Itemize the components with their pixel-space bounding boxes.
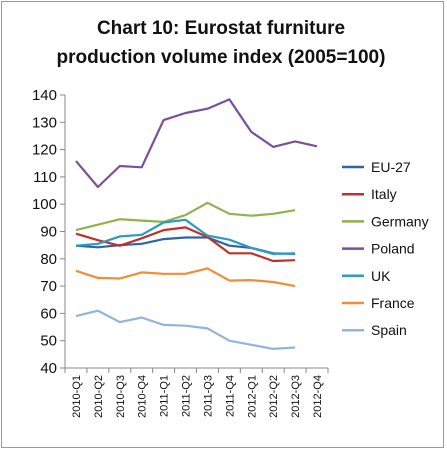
series-line-poland xyxy=(75,98,318,189)
series-lines xyxy=(75,98,318,350)
y-tick-label: 60 xyxy=(40,305,57,322)
y-tick-label: 100 xyxy=(32,196,57,213)
y-tick-label: 70 xyxy=(40,278,57,295)
x-tick-label: 2012-Q4 xyxy=(312,375,324,418)
x-tick-label: 2012-Q1 xyxy=(246,375,258,418)
legend-entry: France xyxy=(371,295,415,311)
x-tick-label: 2012-Q2 xyxy=(268,375,280,418)
tick-labels: 40 50 60 70 80 90 100 110 120 130 140 2010-Q1 2010-Q… xyxy=(32,87,324,418)
x-tick-label: 2010-Q2 xyxy=(93,375,105,418)
chart-title-line-2: production volume index (2005=100) xyxy=(57,47,386,68)
legend-entry: Germany xyxy=(371,213,429,229)
y-tick-label: 90 xyxy=(40,224,57,241)
x-tick-label: 2012-Q3 xyxy=(290,375,302,418)
legend-entry: Poland xyxy=(371,241,415,257)
series-line-italy xyxy=(75,226,296,263)
y-tick-label: 50 xyxy=(40,333,57,350)
y-tick-label: 130 xyxy=(32,114,57,131)
x-tick-label: 2011-Q3 xyxy=(202,375,214,417)
series-line-france xyxy=(75,267,296,288)
y-tick-label: 40 xyxy=(40,360,57,377)
x-tick-label: 2010-Q1 xyxy=(71,375,83,418)
legend-entry: Italy xyxy=(371,186,397,202)
y-tick-label: 120 xyxy=(32,142,57,159)
x-tick-label: 2011-Q4 xyxy=(224,375,236,417)
chart-title-line-1: Chart 10: Eurostat furniture xyxy=(97,18,345,39)
series-line-spain xyxy=(75,309,296,350)
x-tick-label: 2010-Q4 xyxy=(137,375,149,418)
x-tick-label: 2010-Q3 xyxy=(115,375,127,418)
axes xyxy=(60,94,329,373)
legend: EU-27 Italy Germany Poland UK France Spain xyxy=(342,159,429,338)
series-line-uk xyxy=(75,218,296,255)
legend-entry: EU-27 xyxy=(371,159,411,175)
y-tick-label: 80 xyxy=(40,251,57,268)
legend-entry: Spain xyxy=(371,322,407,338)
x-tick-label: 2011-Q1 xyxy=(159,375,171,417)
x-tick-label: 2011-Q2 xyxy=(181,375,193,417)
y-tick-label: 110 xyxy=(33,169,57,186)
legend-entry: UK xyxy=(371,268,391,284)
y-tick-label: 140 xyxy=(32,87,57,104)
series-line-germany xyxy=(75,201,296,232)
